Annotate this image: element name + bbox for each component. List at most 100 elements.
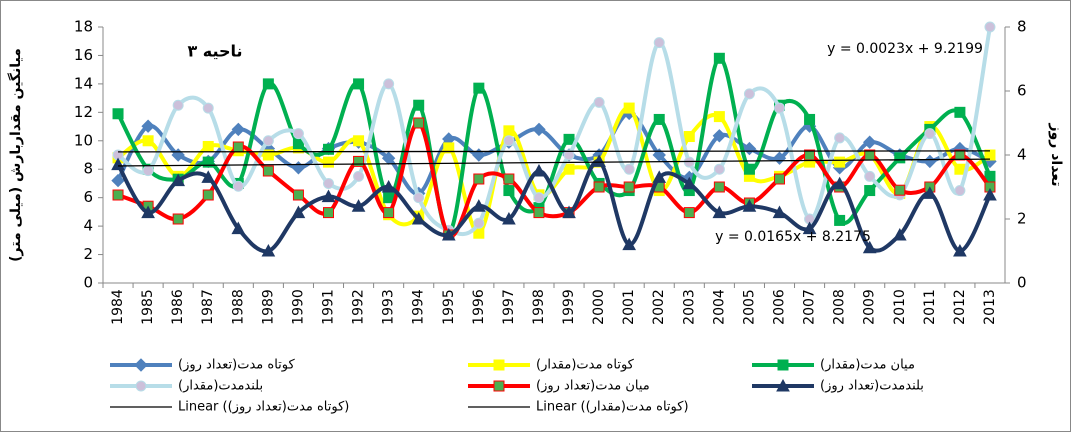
data-point xyxy=(804,113,816,125)
data-point xyxy=(171,173,186,187)
y2-tick-label: 0 xyxy=(1017,274,1027,292)
legend-label: بلندمدت(مقدار) xyxy=(178,379,263,394)
trendline xyxy=(118,158,990,167)
data-point xyxy=(323,143,334,155)
data-point xyxy=(321,189,336,203)
data-point xyxy=(834,156,846,168)
x-tick-label: 2007 xyxy=(802,289,818,325)
data-point xyxy=(473,82,485,94)
legend-marker xyxy=(776,378,790,392)
data-point xyxy=(292,189,304,201)
data-point xyxy=(443,142,455,154)
annotation: ناحیه ۳ xyxy=(187,42,242,61)
y-tick-label: 10 xyxy=(74,131,93,149)
data-point xyxy=(413,117,425,129)
data-point xyxy=(353,155,365,167)
data-point xyxy=(533,207,545,219)
data-point xyxy=(713,163,725,175)
y2-tick-label: 2 xyxy=(1017,210,1027,228)
data-point xyxy=(652,148,666,162)
x-tick-label: 1990 xyxy=(290,289,306,325)
data-point xyxy=(231,221,246,235)
x-tick-label: 2013 xyxy=(982,289,998,325)
data-point xyxy=(383,78,395,90)
data-point xyxy=(892,227,907,241)
legend-label: Linear (کوتاه مدت(تعداد روز)) xyxy=(178,400,349,415)
y-tick-label: 4 xyxy=(83,217,93,235)
data-point xyxy=(652,170,667,183)
data-point xyxy=(653,37,665,49)
legend-label: میان مدت(مقدار) xyxy=(820,358,915,373)
data-point xyxy=(112,189,124,201)
data-point xyxy=(563,133,575,145)
x-tick-label: 2011 xyxy=(922,289,938,325)
x-tick-label: 2010 xyxy=(892,289,908,325)
data-point xyxy=(142,165,154,177)
data-point xyxy=(713,52,725,64)
x-tick-label: 1993 xyxy=(381,289,397,325)
data-point xyxy=(802,221,817,235)
data-point xyxy=(623,102,635,114)
data-point xyxy=(562,205,576,219)
x-tick-label: 1997 xyxy=(501,289,517,325)
data-point xyxy=(142,135,154,147)
x-tick-label: 2005 xyxy=(741,289,757,325)
x-tick-label: 1998 xyxy=(531,289,547,325)
data-point xyxy=(713,111,725,123)
data-point xyxy=(713,181,725,193)
x-tick-label: 1999 xyxy=(561,289,577,325)
data-point xyxy=(593,96,605,108)
data-point xyxy=(141,119,155,133)
x-tick-label: 1987 xyxy=(200,289,216,325)
trendline-equation: y = 0.0023x + 9.2199 xyxy=(827,41,983,57)
data-point xyxy=(983,187,997,201)
legend-label: Linear (کوتاه مدت(مقدار)) xyxy=(536,400,689,415)
data-point xyxy=(774,102,785,114)
data-point xyxy=(984,149,996,161)
data-point xyxy=(353,78,365,90)
x-tick-label: 1994 xyxy=(411,289,427,325)
data-point xyxy=(864,170,876,182)
data-point xyxy=(592,154,606,167)
data-point xyxy=(111,157,125,171)
y2-axis-title: تعداد روز xyxy=(1048,123,1064,187)
data-point xyxy=(232,180,244,192)
data-point xyxy=(202,140,214,152)
data-point xyxy=(682,176,697,190)
data-point xyxy=(262,165,274,177)
data-point xyxy=(532,122,546,137)
data-point xyxy=(623,181,635,193)
data-point xyxy=(292,128,304,140)
data-point xyxy=(894,152,906,164)
x-tick-label: 2002 xyxy=(651,289,667,325)
data-point xyxy=(984,170,996,182)
data-point xyxy=(351,199,366,212)
y-tick-label: 16 xyxy=(74,46,93,64)
y-tick-label: 6 xyxy=(83,188,93,206)
x-tick-label: 2000 xyxy=(591,289,607,325)
data-point xyxy=(834,214,846,226)
data-point xyxy=(262,149,274,161)
x-tick-label: 2001 xyxy=(621,289,637,325)
data-point xyxy=(262,78,274,90)
y-tick-label: 14 xyxy=(74,74,93,92)
data-point xyxy=(441,227,456,241)
y2-tick-label: 8 xyxy=(1017,18,1027,36)
y-tick-label: 12 xyxy=(74,103,93,121)
data-point xyxy=(503,125,515,137)
x-tick-label: 2003 xyxy=(681,289,697,325)
data-point xyxy=(984,21,996,33)
x-tick-label: 2009 xyxy=(862,289,878,325)
y-axis-title: میانگین مقداربارش (میلی متر) xyxy=(7,48,24,262)
data-point xyxy=(413,192,425,204)
data-point xyxy=(743,163,755,175)
data-point xyxy=(712,129,727,143)
data-point xyxy=(202,189,214,201)
y-tick-label: 8 xyxy=(83,160,93,178)
data-point xyxy=(623,163,635,175)
data-point xyxy=(262,135,274,147)
x-tick-label: 1996 xyxy=(471,289,487,325)
x-tick-label: 2008 xyxy=(832,289,848,325)
data-point xyxy=(141,205,155,219)
